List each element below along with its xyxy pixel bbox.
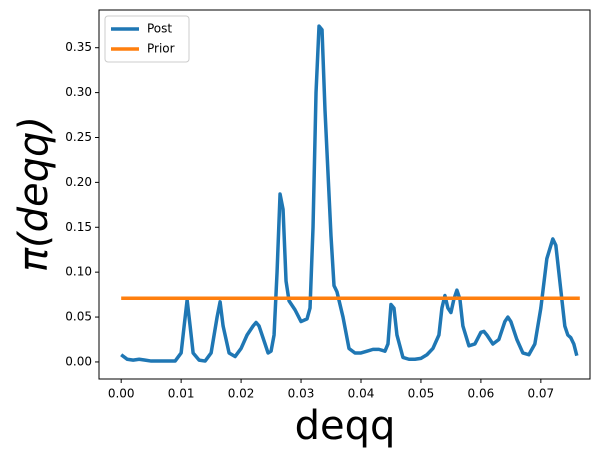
plot-frame	[98, 9, 591, 380]
y-tick-label: 0.05	[65, 310, 92, 324]
y-tick-label: 0.20	[65, 175, 92, 189]
y-tick-label: 0.35	[65, 40, 92, 54]
y-tick-label: 0.10	[65, 265, 92, 279]
y-tick-label: 0.25	[65, 130, 92, 144]
x-tick-label: 0.02	[228, 387, 255, 401]
x-tick-label: 0.06	[468, 387, 495, 401]
y-tick-label: 0.30	[65, 85, 92, 99]
x-tick-label: 0.05	[408, 387, 435, 401]
y-axis-label: π(deqq)	[11, 116, 57, 272]
legend-label: Post	[147, 22, 172, 36]
x-tick-label: 0.00	[108, 387, 135, 401]
y-tick-label: 0.00	[65, 354, 92, 368]
line	[120, 24, 579, 363]
x-tick-label: 0.04	[348, 387, 375, 401]
x-tick-label: 0.03	[288, 387, 315, 401]
y-tick-label: 0.15	[65, 220, 92, 234]
legend-label: Prior	[147, 42, 175, 56]
x-tick-label: 0.01	[168, 387, 195, 401]
x-tick-label: 0.07	[527, 387, 554, 401]
x-axis-label: deqq	[295, 403, 396, 449]
